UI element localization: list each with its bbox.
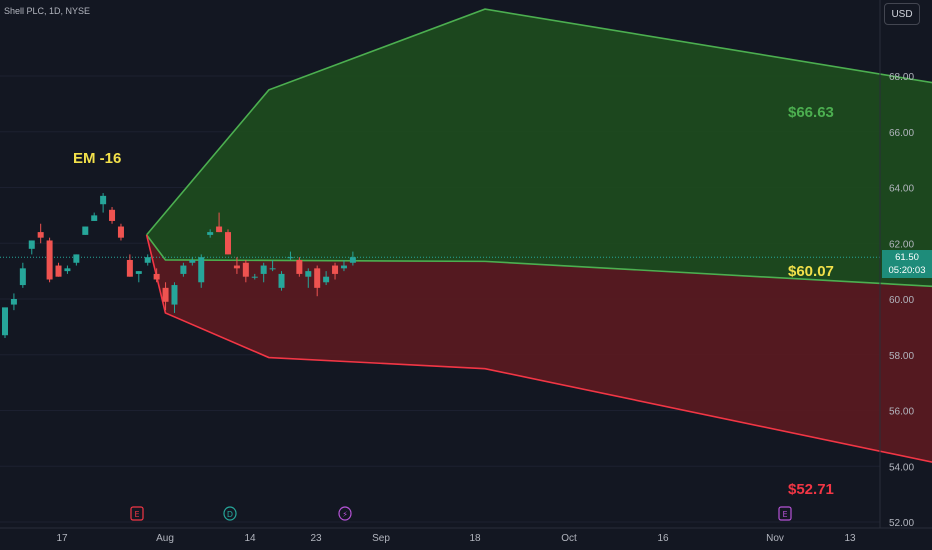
candle-body [171, 285, 178, 305]
candle-body [64, 268, 71, 272]
candle-body [55, 265, 62, 277]
x-tick-label: 23 [310, 533, 322, 544]
lower-band-area [146, 234, 932, 463]
candle-body [287, 257, 294, 259]
candle-body [109, 209, 116, 221]
candle-body [314, 268, 321, 288]
candle-body [135, 271, 142, 274]
candle-body [296, 259, 303, 274]
x-tick-label: 18 [469, 533, 481, 544]
mid-band-line [145, 234, 932, 288]
candle-body [269, 268, 276, 270]
x-tick-label: 16 [657, 533, 669, 544]
y-tick-label: 54.00 [889, 462, 914, 473]
x-tick-label: 13 [844, 533, 856, 544]
em-label: EM -16 [73, 150, 122, 167]
lower-band-label: $52.71 [788, 481, 834, 498]
y-tick-label: 60.00 [889, 295, 914, 306]
candle-body [100, 195, 107, 205]
x-tick-label: Nov [766, 533, 784, 544]
y-tick-label: 56.00 [889, 407, 914, 418]
current-price-tag: 61.50 05:20:03 [882, 250, 932, 278]
candle-body [189, 259, 196, 263]
candle-body [251, 276, 258, 278]
event-marker-frame [130, 506, 144, 521]
x-tick-label: 17 [56, 533, 68, 544]
candle-body [305, 271, 312, 277]
candle-body [207, 232, 214, 235]
event-marker: E [778, 506, 792, 521]
lower-band-line [145, 234, 932, 463]
candle-body [153, 273, 160, 280]
candle-body [46, 240, 53, 280]
candle-body [82, 226, 89, 235]
currency-button[interactable]: USD [884, 3, 920, 25]
candle-body [10, 299, 17, 305]
symbol-header: Shell PLC, 1D, NYSE [4, 6, 91, 16]
candle-body [91, 215, 98, 221]
candle-body [73, 254, 80, 263]
candle-body [340, 265, 347, 269]
candle-body [117, 226, 124, 238]
candle-body [216, 226, 223, 233]
x-tick-label: 14 [244, 533, 256, 544]
candle-body [2, 307, 8, 336]
candle-body [144, 257, 151, 263]
x-tick-label: Oct [561, 533, 577, 544]
upper-band-label: $66.63 [788, 104, 834, 121]
event-marker-label: E [134, 510, 139, 519]
bar-countdown: 05:20:03 [888, 265, 926, 276]
candle-body [260, 265, 267, 274]
candle-body [126, 259, 133, 277]
upper-band-line [145, 8, 932, 236]
mid-band-label: $60.07 [788, 263, 834, 280]
candle-body [225, 232, 231, 255]
candle-body [242, 262, 249, 277]
candle-body [28, 240, 35, 249]
x-tick-label: Sep [372, 533, 390, 544]
candle-body [19, 268, 26, 286]
event-marker-label: E [782, 510, 787, 519]
y-tick-label: 58.00 [889, 351, 914, 362]
upper-band-area [146, 9, 932, 287]
candle-body [37, 232, 44, 238]
candle-body [278, 273, 285, 288]
y-tick-label: 66.00 [889, 128, 914, 139]
event-marker-frame [338, 506, 352, 521]
event-marker: E [130, 506, 144, 521]
event-marker-label: D [227, 510, 233, 519]
candle-body [349, 257, 356, 263]
candle-body [162, 287, 169, 302]
candle-body [198, 257, 205, 283]
y-tick-label: 52.00 [889, 518, 914, 529]
event-marker-frame [778, 506, 792, 521]
event-marker: D [223, 506, 237, 521]
y-tick-label: 62.00 [889, 239, 914, 250]
current-price-value: 61.50 [895, 252, 919, 263]
candle-body [180, 265, 187, 274]
y-tick-label: 64.00 [889, 184, 914, 195]
event-marker-label: ⚡ [342, 510, 348, 519]
candle-body [323, 276, 330, 283]
event-marker: ⚡ [338, 506, 352, 521]
candle-body [332, 265, 339, 274]
y-tick-label: 68.00 [889, 72, 914, 83]
event-marker-frame [223, 506, 237, 521]
x-tick-label: Aug [156, 533, 174, 544]
candle-body [233, 265, 240, 269]
